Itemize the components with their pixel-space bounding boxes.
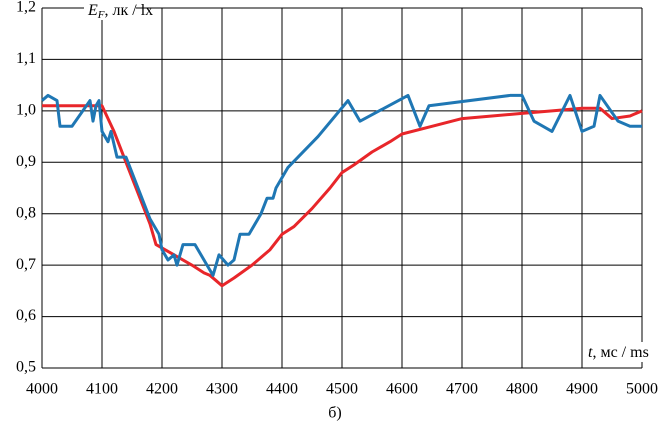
x-tick-label: 4500 [326,381,358,398]
x-axis-label: t, мс / ms [588,344,649,361]
y-tick-label: 1,1 [16,50,36,67]
y-axis-label: EF, лк / lx [87,2,153,21]
x-tick-label: 4900 [566,381,598,398]
x-tick-label: 4300 [206,381,238,398]
y-tick-label: 0,8 [16,204,36,221]
y-tick-label: 0,5 [16,359,36,376]
label-bg [84,0,136,20]
caption: б) [328,405,341,422]
y-tick-label: 0,6 [16,307,36,324]
x-tick-label: 5000 [626,381,658,398]
data-line [41,93,642,277]
x-tick-label: 4000 [26,381,58,398]
x-tick-label: 4200 [146,381,178,398]
y-tick-label: 1,2 [16,0,36,16]
y-tick-label: 0,9 [16,153,36,170]
x-tick-label: 4600 [386,381,418,398]
y-label-symbol: E [87,2,98,19]
x-tick-label: 4100 [86,381,118,398]
y-label-unit: , лк / lx [105,2,154,19]
label-bg [584,342,644,362]
plot [41,93,643,288]
y-label-subscript: F [97,9,105,21]
y-tick-label: 1,0 [16,102,36,119]
x-label-symbol: t [588,344,593,361]
x-tick-label: 4400 [266,381,298,398]
y-tick-label: 0,7 [16,256,36,273]
x-label-unit: , мс / ms [592,344,648,361]
grid [41,7,643,369]
x-tick-label: 4800 [506,381,538,398]
data-line [42,104,643,288]
x-tick-label: 4700 [446,381,478,398]
